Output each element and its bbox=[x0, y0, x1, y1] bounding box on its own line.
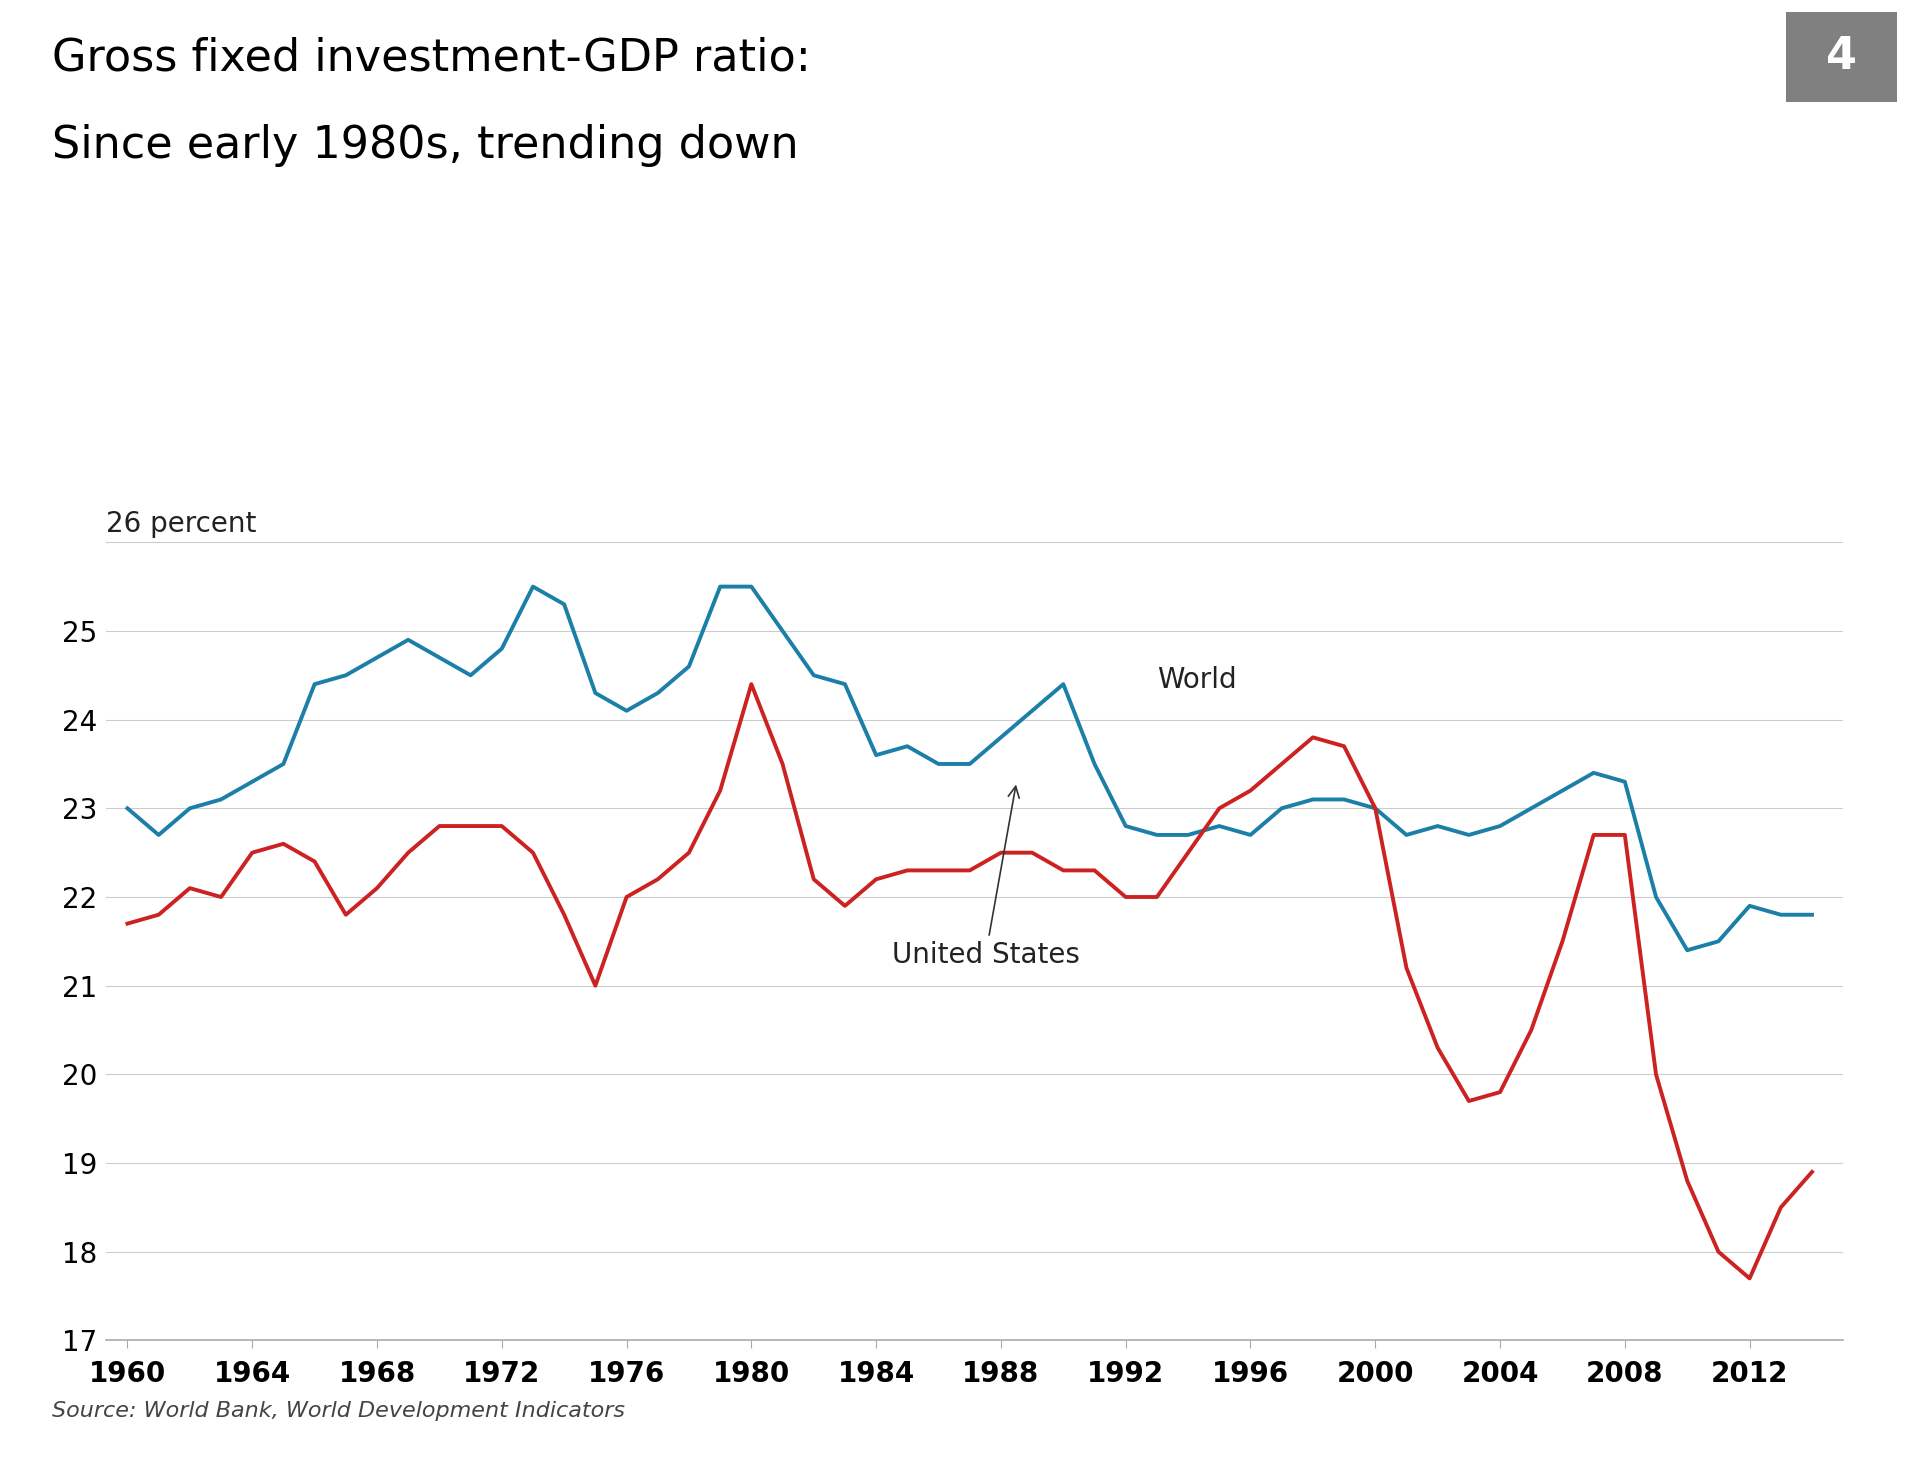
Text: 26 percent: 26 percent bbox=[106, 510, 255, 538]
Text: United States: United States bbox=[891, 787, 1079, 969]
Text: Source: World Bank, World Development Indicators: Source: World Bank, World Development In… bbox=[52, 1400, 624, 1421]
Text: 4: 4 bbox=[1826, 35, 1857, 79]
Text: World: World bbox=[1158, 666, 1236, 694]
Text: Gross fixed investment-GDP ratio:: Gross fixed investment-GDP ratio: bbox=[52, 36, 810, 80]
Text: Since early 1980s, trending down: Since early 1980s, trending down bbox=[52, 124, 799, 168]
